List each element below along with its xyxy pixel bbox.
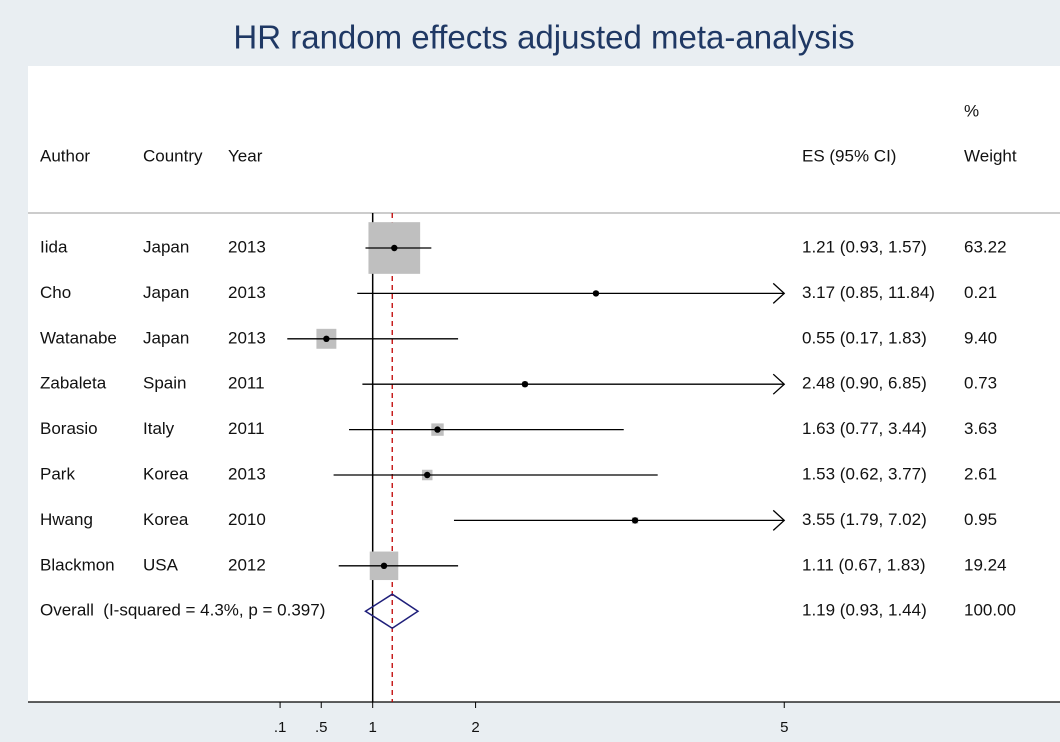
x-tick-label: 2 [471,719,479,736]
es-label: 1.53 (0.62, 3.77) [802,464,927,483]
point-estimate [592,290,600,297]
point-estimate [380,562,388,569]
author: Borasio [40,419,98,438]
author: Blackmon [40,555,115,574]
x-tick-label: 5 [780,719,788,736]
point-estimate [434,426,441,433]
overall-diamond [364,593,420,630]
country: Italy [143,419,175,438]
header: Country [143,146,203,165]
author: Iida [40,237,68,256]
es-label: 2.48 (0.90, 6.85) [802,374,927,393]
author: Hwang [40,510,93,529]
x-tick-label: .5 [315,719,328,736]
country: Japan [143,283,189,302]
weight-label: 100.00 [964,601,1016,620]
weight-label: 19.24 [964,555,1007,574]
weight-label: 2.61 [964,464,997,483]
weight-label: 3.63 [964,419,997,438]
es-label: 1.11 (0.67, 1.83) [802,555,926,574]
point-estimate [424,471,431,479]
point-estimate [391,244,398,252]
overall-label: Overall (I-squared = 4.3%, p = 0.397) [40,601,325,620]
x-tick-label: .1 [274,719,287,736]
country: Japan [143,237,189,256]
header: % [964,101,979,120]
ci-arrow [772,509,786,531]
weight-label: 9.40 [964,328,997,347]
header: Weight [964,146,1017,165]
point-estimate [631,517,639,524]
chart-title: HR random effects adjusted meta-analysis [233,19,854,56]
weight-label: 63.22 [964,237,1007,256]
year: 2013 [228,237,266,256]
es-label: 3.17 (0.85, 11.84) [802,283,935,302]
point-estimate [323,335,330,342]
year: 2013 [228,283,266,302]
header: Year [228,146,263,165]
country: Japan [143,328,189,347]
header: ES (95% CI) [802,146,896,165]
country: Spain [143,374,186,393]
ci-arrow [772,282,786,304]
year: 2013 [228,464,266,483]
x-tick-label: 1 [369,719,377,736]
year: 2011 [228,374,265,393]
year: 2011 [228,419,265,438]
country: USA [143,555,179,574]
weight-label: 0.95 [964,510,997,529]
weight-label: 0.73 [964,374,997,393]
country: Korea [143,464,189,483]
es-label: 3.55 (1.79, 7.02) [802,510,927,529]
author: Cho [40,283,71,302]
year: 2013 [228,328,266,347]
weight-label: 0.21 [964,283,997,302]
year: 2010 [228,510,266,529]
es-label: 1.19 (0.93, 1.44) [802,601,927,620]
ci-arrow [772,373,786,395]
country: Korea [143,510,189,529]
header: Author [40,146,90,165]
author: Watanabe [40,328,117,347]
year: 2012 [228,555,266,574]
es-label: 1.63 (0.77, 3.44) [802,419,927,438]
point-estimate [521,381,529,388]
author: Zabaleta [40,374,107,393]
author: Park [40,464,75,483]
es-label: 1.21 (0.93, 1.57) [802,237,927,256]
es-label: 0.55 (0.17, 1.83) [802,328,927,347]
